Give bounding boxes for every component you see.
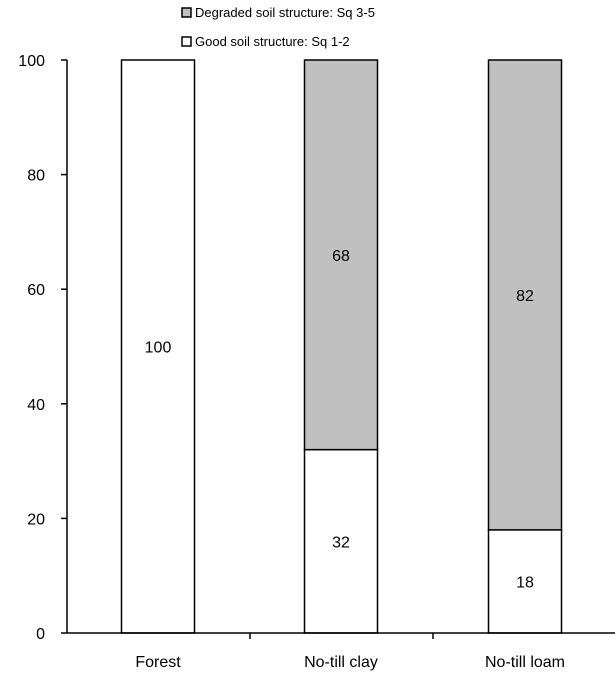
legend-label-degraded-soil-structure-sq-3-5: Degraded soil structure: Sq 3-5: [195, 5, 375, 20]
bar-no-till-clay-degraded-soil-structure-sq-3-5: [303, 59, 379, 451]
y-tick-label-100: 100: [18, 53, 45, 70]
legend-swatch-degraded-soil-structure-sq-3-5: [181, 7, 192, 18]
data-label-no-till-loam-degraded-soil-structure-sq-3-5: 82: [516, 288, 534, 305]
data-labels: 100 32 68 18 82: [145, 248, 534, 592]
y-tick-label-20: 20: [27, 511, 45, 528]
legend-swatch-good-soil-structure-sq-1-2: [181, 36, 192, 47]
bar-forest-good-soil-structure-sq-1-2: [120, 59, 196, 634]
data-label-no-till-clay-good-soil-structure-sq-1-2: 32: [332, 534, 350, 551]
y-tick-label-80: 80: [27, 168, 45, 185]
bar-no-till-clay-good-soil-structure-sq-1-2: [303, 448, 379, 634]
bar-no-till-loam-good-soil-structure-sq-1-2: [487, 529, 563, 634]
x-tick-label-forest: Forest: [135, 654, 181, 671]
y-tick-label-60: 60: [27, 282, 45, 299]
y-tick-label-0: 0: [36, 626, 45, 643]
axes: 0 20 40 60 80 100 Forest No-till clay No-till lo…: [18, 53, 615, 671]
x-tick-label-no-till-loam: No-till loam: [485, 654, 565, 671]
data-label-forest-good-soil-structure-sq-1-2: 100: [145, 340, 172, 357]
x-tick-label-no-till-clay: No-till clay: [304, 654, 378, 671]
data-label-no-till-loam-good-soil-structure-sq-1-2: 18: [516, 574, 534, 591]
bars: [120, 59, 563, 634]
legend: Degraded soil structure: Sq 3-5 Good soil…: [181, 5, 375, 49]
bar-no-till-loam-degraded-soil-structure-sq-3-5: [487, 59, 563, 531]
legend-label-good-soil-structure-sq-1-2: Good soil structure: Sq 1-2: [195, 34, 350, 49]
data-label-no-till-clay-degraded-soil-structure-sq-3-5: 68: [332, 248, 350, 265]
y-tick-label-40: 40: [27, 397, 45, 414]
